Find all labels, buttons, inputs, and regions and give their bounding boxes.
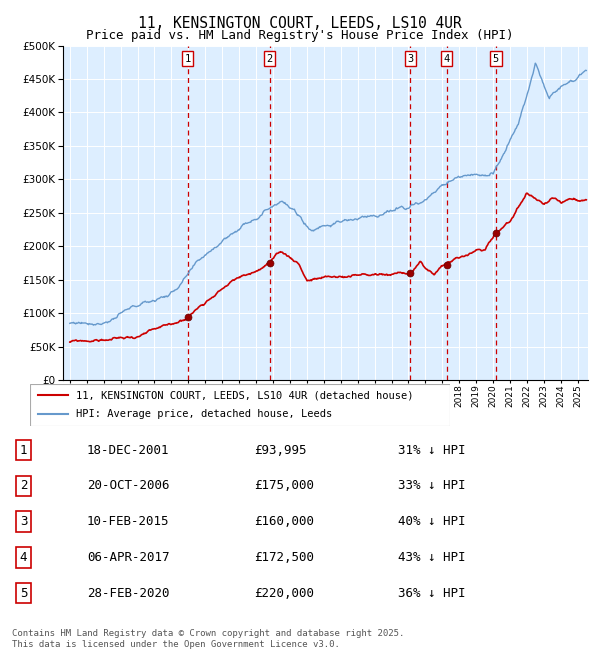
Text: £175,000: £175,000: [254, 480, 314, 493]
Text: HPI: Average price, detached house, Leeds: HPI: Average price, detached house, Leed…: [76, 409, 332, 419]
Text: 5: 5: [20, 586, 27, 599]
Text: 1: 1: [20, 443, 27, 456]
Text: 18-DEC-2001: 18-DEC-2001: [87, 443, 169, 456]
Text: £172,500: £172,500: [254, 551, 314, 564]
Text: 40% ↓ HPI: 40% ↓ HPI: [398, 515, 466, 528]
Text: 4: 4: [20, 551, 27, 564]
Text: 3: 3: [20, 515, 27, 528]
Text: 28-FEB-2020: 28-FEB-2020: [87, 586, 169, 599]
Text: Contains HM Land Registry data © Crown copyright and database right 2025.
This d: Contains HM Land Registry data © Crown c…: [12, 629, 404, 649]
Text: 20-OCT-2006: 20-OCT-2006: [87, 480, 169, 493]
Text: 06-APR-2017: 06-APR-2017: [87, 551, 169, 564]
Text: 1: 1: [185, 54, 191, 64]
Text: 43% ↓ HPI: 43% ↓ HPI: [398, 551, 466, 564]
FancyBboxPatch shape: [30, 384, 450, 426]
Text: 36% ↓ HPI: 36% ↓ HPI: [398, 586, 466, 599]
Text: 11, KENSINGTON COURT, LEEDS, LS10 4UR (detached house): 11, KENSINGTON COURT, LEEDS, LS10 4UR (d…: [76, 391, 414, 400]
Text: 2: 2: [266, 54, 273, 64]
Text: 2: 2: [20, 480, 27, 493]
Text: 31% ↓ HPI: 31% ↓ HPI: [398, 443, 466, 456]
Text: Price paid vs. HM Land Registry's House Price Index (HPI): Price paid vs. HM Land Registry's House …: [86, 29, 514, 42]
Text: 5: 5: [493, 54, 499, 64]
Text: 33% ↓ HPI: 33% ↓ HPI: [398, 480, 466, 493]
Text: £160,000: £160,000: [254, 515, 314, 528]
Text: 3: 3: [407, 54, 413, 64]
Text: £220,000: £220,000: [254, 586, 314, 599]
Text: £93,995: £93,995: [254, 443, 307, 456]
Text: 11, KENSINGTON COURT, LEEDS, LS10 4UR: 11, KENSINGTON COURT, LEEDS, LS10 4UR: [138, 16, 462, 31]
Text: 4: 4: [443, 54, 450, 64]
Text: 10-FEB-2015: 10-FEB-2015: [87, 515, 169, 528]
